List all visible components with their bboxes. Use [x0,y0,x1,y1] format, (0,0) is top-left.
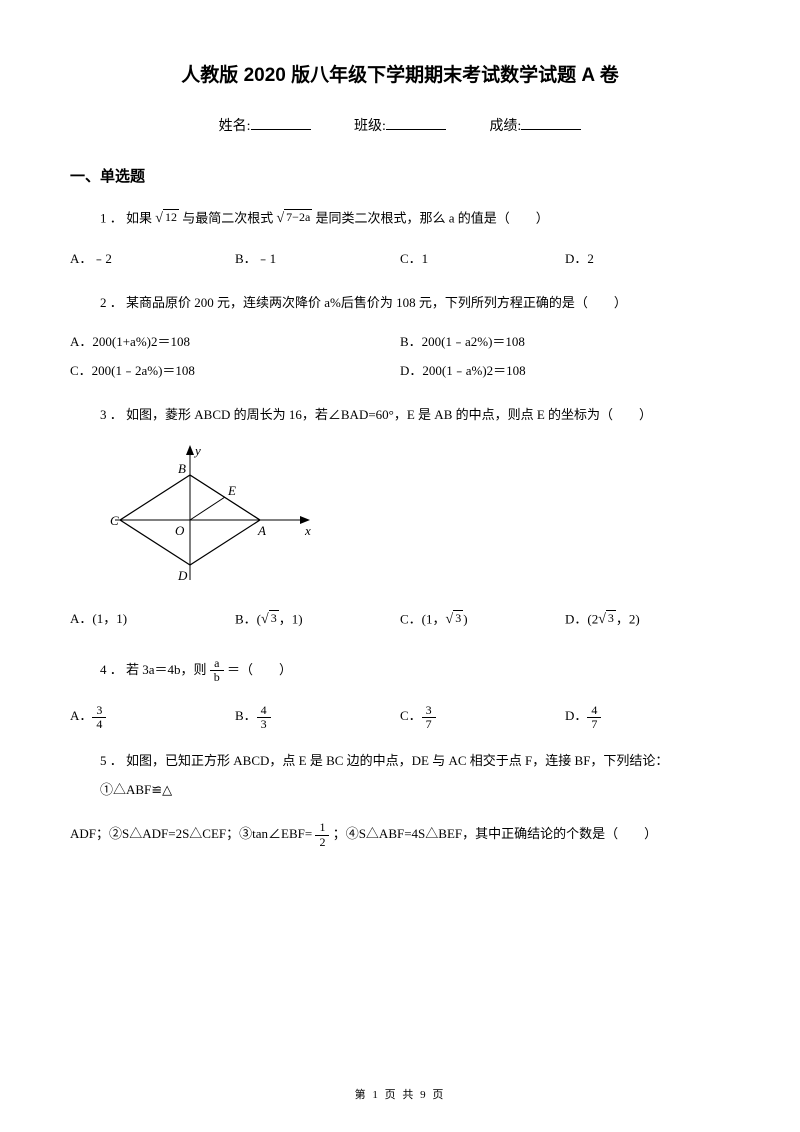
q2-num: 2 ． [100,295,123,310]
q2-text: 某商品原价 200 元，连续两次降价 a%后售价为 108 元，下列所列方程正确… [126,295,627,310]
q2-opt-c: C．200(1﹣2a%)＝108 [70,357,400,386]
class-blank[interactable] [386,129,446,130]
class-label: 班级: [354,119,386,134]
q1-opt-a: A．﹣2 [70,245,235,274]
question-3: 3 ． 如图，菱形 ABCD 的周长为 16，若∠BAD=60°，E 是 AB … [70,401,730,430]
sqrt-icon: √12 [155,204,179,235]
sqrt-icon: √3 [261,605,279,636]
q2-opt-b: B．200(1﹣a2%)＝108 [400,328,730,357]
axis-y-label: y [193,443,201,458]
q4-options: A．34 B．43 C．37 D．47 [70,702,730,731]
name-blank[interactable] [251,129,311,130]
page-title: 人教版 2020 版八年级下学期期末考试数学试题 A 卷 [70,60,730,87]
point-d-label: D [177,568,188,583]
fraction-icon: 43 [257,704,271,731]
q3-opt-d: D．(2√3，2) [565,605,730,636]
score-blank[interactable] [521,129,581,130]
q2-opt-a: A．200(1+a%)2＝108 [70,328,400,357]
score-label: 成绩: [489,119,521,134]
q1-opt-b: B．﹣1 [235,245,400,274]
q3-opt-c: C．(1，√3) [400,605,565,636]
q3-diagram: y x B E A C D O [110,440,730,595]
q1-text-b: 与最简二次根式 [182,210,273,225]
sqrt-icon: √3 [598,605,616,636]
q2-opt-d: D．200(1﹣a%)2＝108 [400,357,730,386]
q1-options: A．﹣2 B．﹣1 C．1 D．2 [70,245,730,274]
q3-num: 3 ． [100,407,123,422]
question-2: 2 ． 某商品原价 200 元，连续两次降价 a%后售价为 108 元，下列所列… [70,289,730,318]
point-c-label: C [110,513,119,528]
q2-options: A．200(1+a%)2＝108 B．200(1﹣a2%)＝108 C．200(… [70,328,730,385]
point-e-label: E [227,483,236,498]
q3-opt-b: B．(√3，1) [235,605,400,636]
sqrt-icon: √7−2a [276,204,312,235]
q1-opt-d: D．2 [565,245,730,274]
q3-opt-a: A．(1，1) [70,605,235,636]
axis-x-label: x [304,523,311,538]
fraction-icon: 47 [587,704,601,731]
fraction-icon: 34 [92,704,106,731]
q1-num: 1 ． [100,210,123,225]
q4-opt-c: C．37 [400,702,565,731]
question-5: 5 ． 如图，已知正方形 ABCD，点 E 是 BC 边的中点，DE 与 AC … [70,747,730,804]
q4-text-a: 若 3a＝4b，则 [126,662,207,677]
sqrt-icon: √3 [446,605,464,636]
point-b-label: B [178,461,186,476]
q4-opt-a: A．34 [70,702,235,731]
fraction-icon: ab [210,657,224,684]
q5-line1: 如图，已知正方形 ABCD，点 E 是 BC 边的中点，DE 与 AC 相交于点… [100,753,668,797]
q4-text-b: ＝（ ） [227,662,292,677]
fraction-icon: 37 [422,704,436,731]
q5-line2b: ；④S△ABF=4S△BEF，其中正确结论的个数是（ ） [333,826,657,841]
q1-text-c: 是同类二次根式，那么 a 的值是（ ） [316,210,549,225]
question-5-cont: ADF；②S△ADF=2S△CEF；③tan∠EBF= 12 ；④S△ABF=4… [70,820,730,849]
info-line: 姓名: 班级: 成绩: [70,115,730,135]
name-label: 姓名: [219,119,251,134]
q3-text: 如图，菱形 ABCD 的周长为 16，若∠BAD=60°，E 是 AB 的中点，… [126,407,652,422]
page-footer: 第 1 页 共 9 页 [0,1086,800,1102]
q3-options: A．(1，1) B．(√3，1) C．(1，√3) D．(2√3，2) [70,605,730,636]
q1-text-a: 如果 [126,210,152,225]
q1-opt-c: C．1 [400,245,565,274]
fraction-icon: 12 [315,821,329,848]
question-4: 4 ． 若 3a＝4b，则 ab ＝（ ） [70,656,730,685]
q4-opt-b: B．43 [235,702,400,731]
question-1: 1 ． 如果 √12 与最简二次根式 √7−2a 是同类二次根式，那么 a 的值… [70,204,730,235]
section-header: 一、单选题 [70,165,730,186]
q5-line2a: ADF；②S△ADF=2S△CEF；③tan∠EBF= [70,826,312,841]
q5-num: 5 ． [100,753,123,768]
point-o-label: O [175,523,185,538]
point-a-label: A [257,523,266,538]
q4-opt-d: D．47 [565,702,730,731]
q4-num: 4 ． [100,662,123,677]
